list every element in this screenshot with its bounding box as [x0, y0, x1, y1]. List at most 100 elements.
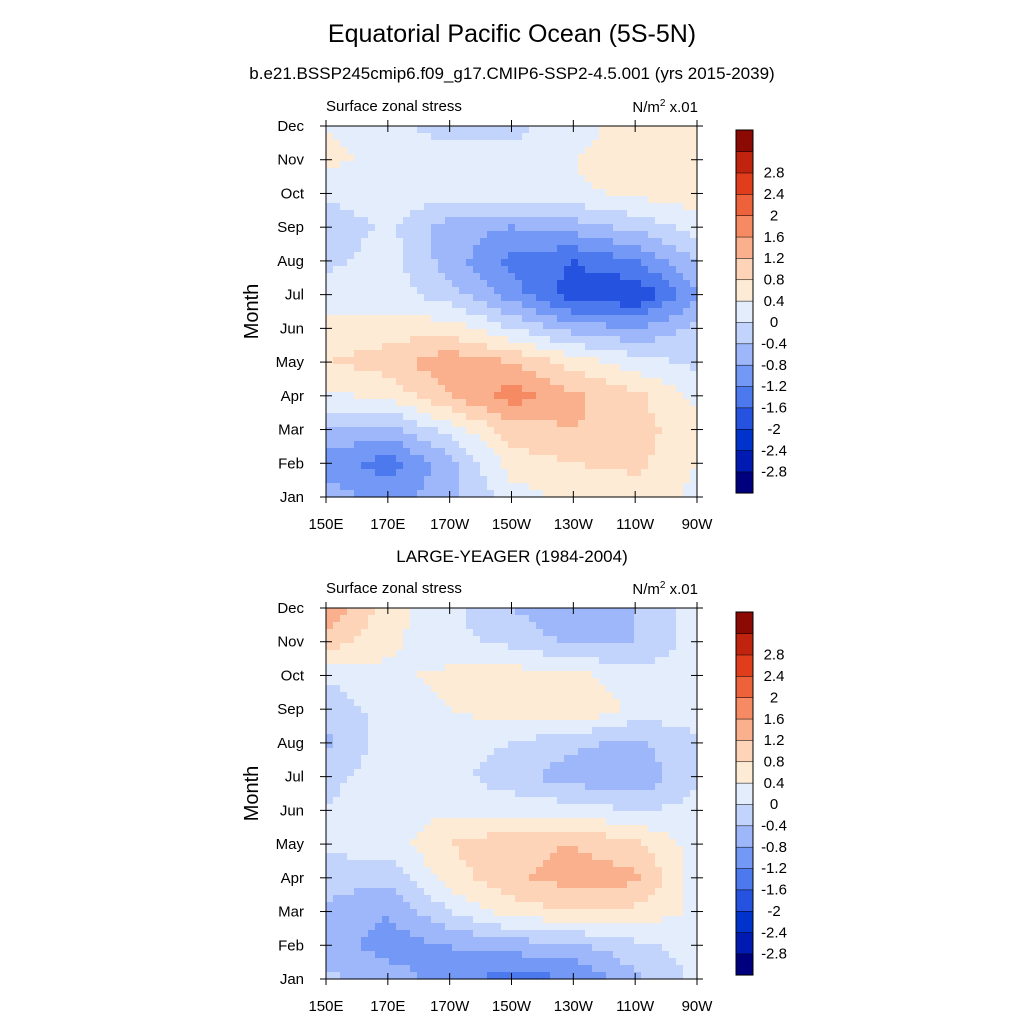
panel-1-cell — [340, 371, 348, 379]
panel-1-cell — [543, 371, 551, 379]
panel-1-cell — [683, 406, 691, 414]
panel-2-cell — [466, 804, 474, 812]
panel-1-cell — [417, 357, 425, 365]
panel-2-cell — [655, 685, 663, 693]
panel-1-cell — [375, 196, 383, 204]
panel-1-cell — [361, 280, 369, 288]
panel-2-cell — [585, 664, 593, 672]
panel-2-cell — [340, 706, 348, 714]
panel-2-cell — [403, 664, 411, 672]
panel-2-cell — [613, 643, 621, 651]
panel-2-cell — [431, 853, 439, 861]
panel-1-cell — [683, 469, 691, 477]
panel-2-cell — [655, 650, 663, 658]
panel-2-cell — [662, 608, 670, 616]
panel-2-cell — [620, 615, 628, 623]
panel-1-cell — [473, 322, 481, 330]
panel-2-cell — [340, 671, 348, 679]
panel-2-cell — [494, 615, 502, 623]
panel-1-cell — [676, 427, 684, 435]
panel-1-cell — [683, 343, 691, 351]
panel-1-cell — [634, 420, 642, 428]
panel-1-cell — [683, 462, 691, 470]
panel-1-cell — [431, 336, 439, 344]
panel-1-cell — [627, 259, 635, 267]
panel-2-cell — [508, 839, 516, 847]
panel-2-cell — [417, 622, 425, 630]
panel-2-cell — [417, 846, 425, 854]
panel-2-cell — [480, 692, 488, 700]
panel-2-cell — [550, 678, 558, 686]
panel-1-colorbar-label: -2 — [767, 421, 780, 438]
panel-2-cell — [529, 804, 537, 812]
panel-2-cell — [473, 867, 481, 875]
panel-1-cell — [634, 161, 642, 169]
panel-1-cell — [403, 287, 411, 295]
panel-1-cell — [676, 392, 684, 400]
panel-1-cell — [592, 161, 600, 169]
panel-1-cell — [550, 448, 558, 456]
panel-1-colorbar-box — [735, 193, 754, 216]
panel-2-cell — [655, 853, 663, 861]
panel-1-cell — [354, 168, 362, 176]
panel-1-cell — [613, 266, 621, 274]
panel-2-cell — [508, 867, 516, 875]
panel-1-cell — [326, 378, 334, 386]
panel-1-cell — [543, 322, 551, 330]
panel-2-cell — [655, 629, 663, 637]
panel-2-cell — [557, 713, 565, 721]
panel-2-cell — [669, 853, 677, 861]
panel-2-cell — [431, 643, 439, 651]
panel-1-cell — [368, 238, 376, 246]
panel-2-cell — [347, 615, 355, 623]
panel-1-cell — [634, 133, 642, 141]
panel-1-cell — [690, 441, 698, 449]
panel-2-cell — [403, 650, 411, 658]
panel-1-cell — [515, 476, 523, 484]
panel-2-cell — [613, 832, 621, 840]
panel-1-cell — [676, 168, 684, 176]
panel-1-cell — [473, 182, 481, 190]
panel-1-cell — [452, 182, 460, 190]
panel-1-cell — [333, 371, 341, 379]
panel-1-cell — [529, 441, 537, 449]
panel-1-cell — [578, 133, 586, 141]
panel-2-cell — [536, 720, 544, 728]
panel-1-cell — [445, 476, 453, 484]
panel-2-cell — [494, 692, 502, 700]
panel-1-cell — [634, 371, 642, 379]
panel-2-cell — [550, 650, 558, 658]
panel-1-cell — [592, 126, 600, 134]
panel-2-cell — [361, 720, 369, 728]
panel-1-cell — [508, 147, 516, 155]
panel-1-cell — [361, 448, 369, 456]
panel-1-cell — [445, 210, 453, 218]
panel-1-cell — [333, 427, 341, 435]
panel-2-cell — [333, 636, 341, 644]
panel-2-cell — [578, 755, 586, 763]
panel-2-cell — [634, 762, 642, 770]
panel-2-cell — [557, 776, 565, 784]
panel-2-cell — [480, 748, 488, 756]
panel-1-cell — [648, 189, 656, 197]
panel-2-cell — [676, 797, 684, 805]
panel-1-cell — [585, 189, 593, 197]
panel-2-cell — [417, 825, 425, 833]
panel-1-cell — [662, 378, 670, 386]
panel-2-cell — [445, 762, 453, 770]
panel-2-cell — [592, 769, 600, 777]
panel-2-cell — [669, 755, 677, 763]
panel-1-cell — [403, 231, 411, 239]
panel-1-cell — [417, 252, 425, 260]
panel-1-cell — [536, 413, 544, 421]
panel-2-cell — [536, 846, 544, 854]
panel-1-cell — [662, 420, 670, 428]
panel-1-cell — [466, 413, 474, 421]
panel-2-cell — [375, 832, 383, 840]
panel-1-cell — [585, 203, 593, 211]
panel-1-cell — [634, 154, 642, 162]
panel-2-cell — [501, 608, 509, 616]
panel-1-cell — [620, 329, 628, 337]
panel-1-cell — [599, 301, 607, 309]
panel-1-cell — [613, 252, 621, 260]
